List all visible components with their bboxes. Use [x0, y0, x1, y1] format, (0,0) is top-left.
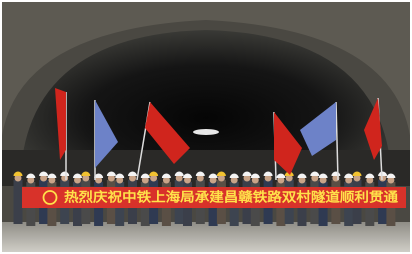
tunnel-light [193, 129, 219, 135]
banner-text: 热烈庆祝中铁上海局承建昌赣铁路双村隧道顺利贯通 [64, 190, 398, 206]
page: 热烈庆祝中铁上海局承建昌赣铁路双村隧道顺利贯通 (() => { const d… [0, 0, 412, 254]
photo: 热烈庆祝中铁上海局承建昌赣铁路双村隧道顺利贯通 [0, 0, 412, 254]
banner: 热烈庆祝中铁上海局承建昌赣铁路双村隧道顺利贯通 [22, 187, 406, 208]
ground [0, 222, 412, 254]
worker-body [14, 180, 23, 224]
